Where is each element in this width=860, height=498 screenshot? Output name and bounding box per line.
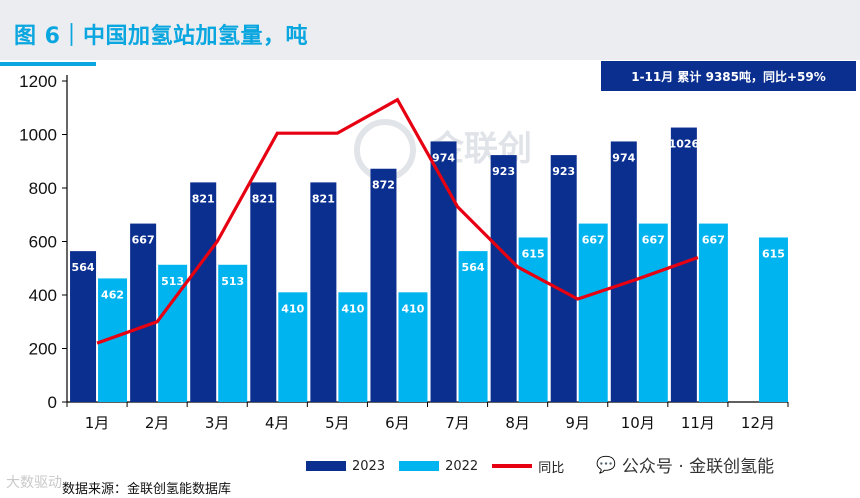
legend-label-yoy: 同比 — [538, 460, 565, 476]
x-tick-label: 9月 — [565, 414, 590, 432]
chart-title: 图 6｜中国加氢站加氢量，吨 — [14, 24, 308, 49]
brand-text: 公众号 · 金联创氢能 — [621, 457, 775, 477]
x-tick-label: 7月 — [445, 414, 470, 432]
bar-label-2022: 410 — [341, 302, 364, 315]
legend-item-yoy: 同比 — [492, 457, 564, 476]
bar-label-2022: 667 — [582, 234, 605, 247]
x-tick-label: 3月 — [205, 414, 230, 432]
bar-2022 — [758, 237, 788, 402]
y-tick-label: 1000 — [19, 126, 57, 145]
y-tick-label: 1200 — [19, 72, 57, 91]
bar-label-2022: 513 — [161, 275, 184, 288]
bar-label-2022: 410 — [401, 302, 424, 315]
bar-label-2023: 564 — [72, 261, 95, 274]
x-tick-label: 10月 — [621, 414, 655, 432]
legend-swatch-2023 — [306, 461, 346, 471]
bar-label-2022: 462 — [101, 288, 124, 301]
legend-swatch-yoy — [492, 464, 533, 468]
x-tick-label: 2月 — [145, 414, 170, 432]
x-tick-label: 8月 — [505, 414, 530, 432]
brand-mark: 💬 公众号 · 金联创氢能 — [596, 452, 774, 477]
bar-2023 — [550, 155, 577, 402]
bar-label-2023: 821 — [312, 192, 335, 205]
bar-label-2022: 513 — [221, 275, 244, 288]
bar-2023 — [190, 182, 217, 402]
yoy-line — [96, 97, 699, 345]
y-tick-label: 800 — [29, 179, 57, 198]
legend-item-2023: 2023 — [306, 459, 385, 474]
bar-label-2022: 615 — [762, 247, 785, 260]
bar-label-2022: 667 — [642, 234, 665, 247]
corner-watermark: 大数驱动 — [6, 475, 62, 491]
bar-label-2023: 923 — [492, 165, 515, 178]
bar-2023 — [250, 182, 277, 402]
y-tick-label: 200 — [29, 340, 57, 359]
bar-label-2022: 410 — [281, 302, 304, 315]
bar-label-2023: 821 — [252, 192, 275, 205]
bar-label-2023: 872 — [372, 179, 395, 192]
summary-badge: 1-11月 累计 9385吨，同比+59% — [601, 61, 856, 91]
bar-2023 — [370, 168, 397, 402]
bar-2022 — [578, 223, 608, 402]
x-tick-label: 1月 — [85, 414, 110, 432]
header-accent-bar — [0, 62, 96, 66]
bar-label-2023: 821 — [192, 192, 215, 205]
header-band — [0, 0, 860, 60]
legend-swatch-2022 — [399, 461, 440, 471]
bar-label-2022: 615 — [522, 247, 545, 260]
y-tick-label: 600 — [29, 233, 57, 252]
bar-2022 — [638, 223, 668, 402]
bar-2023 — [490, 155, 517, 402]
bar-2022 — [518, 237, 548, 402]
bar-2022 — [278, 292, 308, 402]
legend-item-2022: 2022 — [399, 459, 478, 474]
legend-label-2023: 2023 — [352, 458, 386, 474]
bar-label-2023: 974 — [432, 151, 455, 164]
bar-2022 — [458, 251, 488, 402]
bar-label-2023: 1026 — [669, 138, 700, 151]
legend: 2023 2022 同比 — [306, 457, 578, 476]
x-tick-label: 12月 — [741, 414, 775, 432]
bar-2022 — [398, 292, 428, 402]
bar-2022 — [218, 264, 248, 402]
bar-label-2022: 564 — [462, 261, 485, 274]
bar-label-2023: 974 — [612, 151, 635, 164]
bar-2023 — [70, 251, 97, 402]
x-tick-label: 6月 — [385, 414, 410, 432]
bar-label-2022: 667 — [702, 234, 725, 247]
x-tick-label: 4月 — [265, 414, 290, 432]
bar-label-2023: 667 — [132, 234, 155, 247]
wechat-icon: 💬 — [596, 455, 616, 474]
bar-2022 — [338, 292, 368, 402]
x-tick-label: 11月 — [681, 414, 715, 432]
y-tick-label: 400 — [29, 286, 57, 305]
bar-2023 — [610, 141, 637, 402]
legend-label-2022: 2022 — [445, 458, 479, 474]
x-tick-label: 5月 — [325, 414, 350, 432]
data-source: 数据来源：金联创氢能数据库 — [62, 482, 232, 497]
y-tick-label: 0 — [48, 393, 57, 412]
bar-label-2023: 923 — [552, 165, 575, 178]
bar-2023 — [310, 182, 337, 402]
bar-2023 — [130, 223, 157, 402]
bar-2022 — [698, 223, 728, 402]
